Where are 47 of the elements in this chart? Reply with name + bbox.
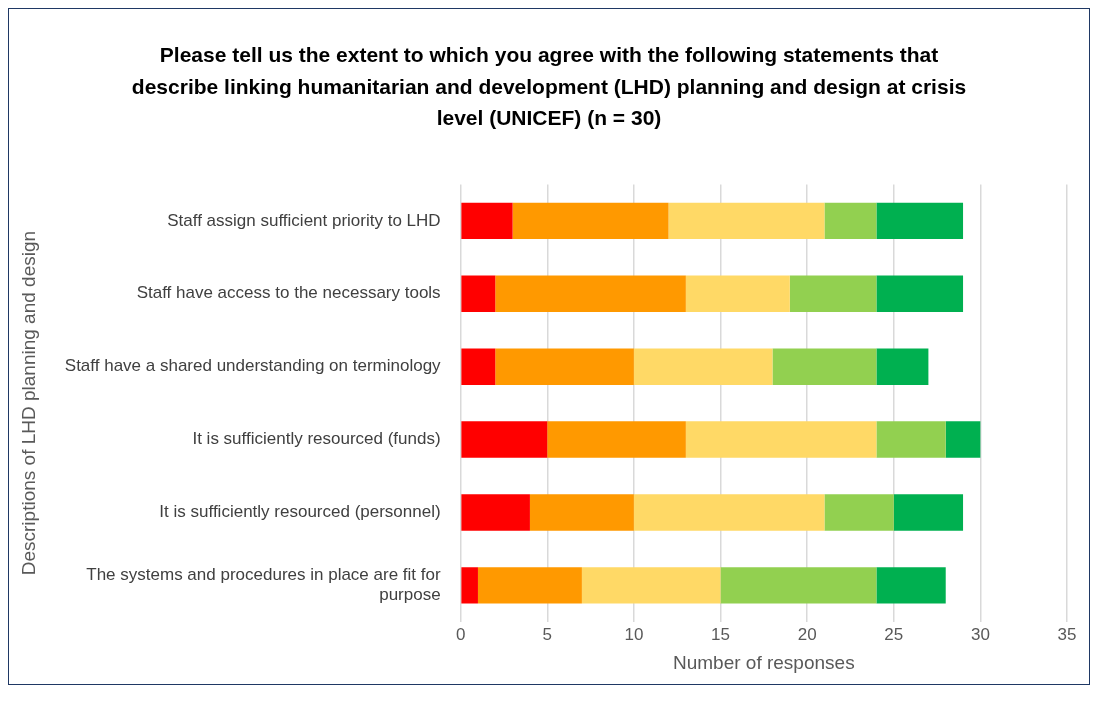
y-tick-label: Staff have access to the necessary tools [136,282,441,302]
x-tick-label: 5 [542,624,552,644]
bar [477,566,582,604]
x-tick-label: 30 [970,624,990,644]
bar [461,275,496,312]
bar [876,347,929,385]
bar [547,420,686,458]
y-tick-label: The systems and procedures in place are fit for purpose [86,564,441,604]
bar [633,493,825,531]
x-tick-label: 20 [797,624,817,644]
y-tick-label: Staff have a shared understanding on terminology [64,355,442,375]
x-tick-label: 0 [455,624,466,644]
bar [461,202,513,239]
bar [824,202,877,239]
bar [824,493,894,531]
bar [461,347,496,385]
bar [581,566,721,604]
bar [876,420,946,458]
x-tick-label: 25 [884,624,904,644]
bar [789,275,877,312]
bar [461,493,530,531]
bar [893,493,964,531]
x-axis-title: Number of responses [672,651,855,673]
bar [772,347,877,385]
bar [461,420,548,458]
y-axis-title: Descriptions of LHD planning and design [17,230,39,575]
x-tick-label: 35 [1057,624,1077,644]
bar [461,566,478,604]
bar [720,566,877,604]
bar [495,347,634,385]
y-tick-label: It is sufficiently resourced (funds) [192,428,441,448]
bar [945,420,981,458]
bar [876,566,946,604]
x-tick-label: 10 [624,624,644,644]
bar [685,275,790,312]
bar [876,275,964,312]
bar [685,420,877,458]
chart-title: Please tell us the extent to which you agree with the following statements that describe linking humanitarian and development (LHD) planning and design at crisis level (UNICEF) (n = 30) [130,42,968,131]
bar [633,347,773,385]
y-tick-label: It is sufficiently resourced (personnel) [159,501,441,521]
bar [529,493,634,531]
bar [876,202,964,239]
bar [668,202,825,239]
y-tick-label: Staff assign sufficient priority to LHD [167,210,441,230]
x-tick-label: 15 [711,624,730,644]
bar [512,202,669,239]
bar [495,275,686,312]
